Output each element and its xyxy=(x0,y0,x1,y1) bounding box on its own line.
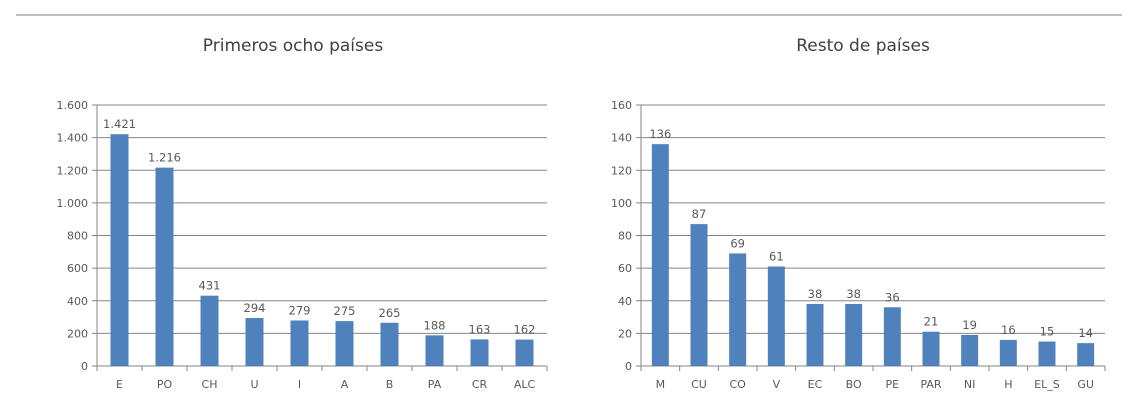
bar-u xyxy=(245,318,264,366)
x-tick-label: E xyxy=(116,378,123,391)
x-tick-label: U xyxy=(250,378,258,391)
x-tick-label: M xyxy=(656,378,666,391)
data-label: 275 xyxy=(334,304,356,318)
data-label: 1.216 xyxy=(148,151,181,165)
data-label: 136 xyxy=(649,127,671,141)
x-tick-label: BO xyxy=(846,378,862,391)
y-tick-label: 1.600 xyxy=(57,99,89,112)
data-label: 61 xyxy=(769,249,784,263)
bar-co xyxy=(729,253,747,366)
y-tick-label: 20 xyxy=(618,327,632,340)
x-tick-label: GU xyxy=(1077,378,1094,391)
data-label: 431 xyxy=(199,279,221,293)
data-label: 87 xyxy=(692,207,707,221)
bar-pa xyxy=(425,335,444,366)
y-tick-label: 140 xyxy=(611,132,632,145)
bar-ch xyxy=(200,295,219,366)
data-label: 19 xyxy=(962,318,977,332)
x-tick-label: PAR xyxy=(920,378,941,391)
bar-e xyxy=(110,134,129,366)
bar-i xyxy=(290,320,309,366)
top-divider xyxy=(16,14,1122,16)
x-tick-label: I xyxy=(298,378,301,391)
y-tick-label: 0 xyxy=(81,360,88,373)
x-tick-label: ALC xyxy=(514,378,536,391)
bar-v xyxy=(767,266,785,366)
x-tick-label: A xyxy=(341,378,349,391)
data-label: 265 xyxy=(379,306,401,320)
x-tick-label: CH xyxy=(202,378,218,391)
bar-b xyxy=(380,322,399,366)
y-tick-label: 0 xyxy=(625,360,632,373)
x-tick-label: PO xyxy=(157,378,173,391)
y-tick-label: 120 xyxy=(611,164,632,177)
y-tick-label: 200 xyxy=(67,327,88,340)
bar-cu xyxy=(690,224,708,366)
chart-resto-de-paises: Resto de países 0 20 40 60 80 100 120 140 160 136 M… xyxy=(611,36,1106,391)
data-label: 36 xyxy=(885,290,900,304)
x-tick-label: H xyxy=(1004,378,1012,391)
bar-el-s xyxy=(1038,341,1056,366)
x-tick-label: B xyxy=(386,378,394,391)
data-label: 14 xyxy=(1078,326,1093,340)
bar-m xyxy=(651,144,669,366)
bar-h xyxy=(999,339,1017,366)
x-tick-label: CO xyxy=(729,378,746,391)
data-label: 38 xyxy=(846,287,861,301)
y-tick-label: 1.400 xyxy=(57,132,89,145)
data-label: 163 xyxy=(469,322,491,336)
data-label: 69 xyxy=(730,236,745,250)
chart-title: Resto de países xyxy=(796,36,930,56)
x-tick-label: EL_S xyxy=(1034,378,1060,391)
y-tick-label: 800 xyxy=(67,230,88,243)
x-tick-label: V xyxy=(773,378,781,391)
bar-ec xyxy=(806,304,824,366)
x-tick-label: EC xyxy=(808,378,823,391)
bar-a xyxy=(335,321,354,366)
bar-ni xyxy=(961,335,979,366)
x-tick-label: CU xyxy=(691,378,707,391)
y-tick-label: 400 xyxy=(67,295,88,308)
data-label: 21 xyxy=(924,315,939,329)
x-tick-label: PA xyxy=(428,378,442,391)
chart-title: Primeros ocho países xyxy=(203,36,384,56)
x-tick-label: CR xyxy=(472,378,488,391)
bar-cr xyxy=(470,339,489,366)
data-label: 279 xyxy=(289,303,311,317)
x-tick-label: NI xyxy=(964,378,975,391)
data-label: 188 xyxy=(424,318,446,332)
y-tick-label: 160 xyxy=(611,99,632,112)
y-tick-label: 600 xyxy=(67,262,88,275)
bar-pe xyxy=(883,307,901,366)
bar-gu xyxy=(1077,343,1095,366)
bar-po xyxy=(155,167,174,366)
y-tick-label: 1.200 xyxy=(57,164,89,177)
bar-bo xyxy=(845,304,863,366)
data-label: 16 xyxy=(1001,323,1016,337)
x-tick-label: PE xyxy=(886,378,900,391)
y-tick-label: 1.000 xyxy=(57,197,89,210)
data-label: 15 xyxy=(1040,325,1055,339)
y-tick-label: 40 xyxy=(618,295,632,308)
data-label: 162 xyxy=(514,323,536,337)
bar-par xyxy=(922,331,940,366)
y-tick-label: 60 xyxy=(618,262,632,275)
chart-primeros-ocho-paises: Primeros ocho países 0 200 400 600 800 1.000 1.… xyxy=(57,36,548,391)
data-label: 294 xyxy=(244,301,266,315)
bar-alc xyxy=(515,339,534,366)
y-tick-label: 80 xyxy=(618,230,632,243)
data-label: 38 xyxy=(808,287,823,301)
data-label: 1.421 xyxy=(103,117,136,131)
y-tick-label: 100 xyxy=(611,197,632,210)
